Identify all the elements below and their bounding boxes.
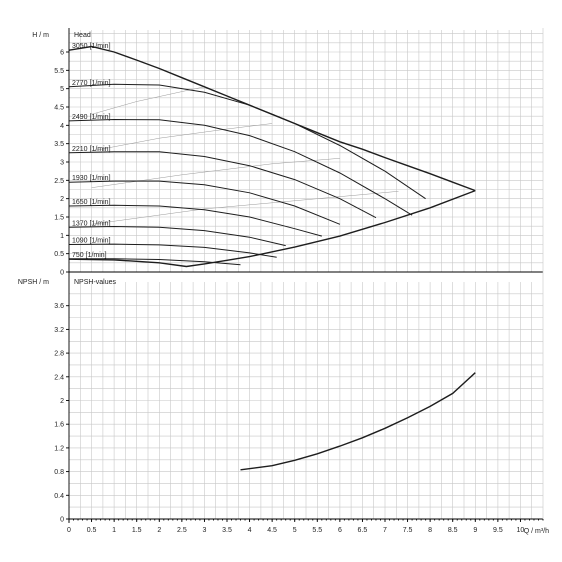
chart-marks: 3050 [1/min] 2770 [1/min] 2490 [1/min] 2210… [68, 43, 476, 471]
head-curve [68, 151, 377, 219]
head-curve [69, 258, 241, 266]
x-tick-label: 4.5 [267, 527, 277, 534]
head-y-tick-label: 3.5 [54, 141, 64, 148]
head-y-tick-label: 4 [60, 123, 64, 130]
head-curve [68, 204, 322, 237]
x-tick-label: 3 [202, 527, 206, 534]
npsh-y-tick-label: 1.2 [54, 445, 64, 452]
speed-label: 3050 [1/min] [72, 43, 111, 50]
head-panel-title: Head [74, 32, 91, 39]
x-tick-label: 3.5 [222, 527, 232, 534]
x-tick-label: 9 [473, 527, 477, 534]
head-curve [68, 225, 286, 247]
efficiency-line [91, 191, 399, 225]
x-tick-label: 8.5 [448, 527, 458, 534]
head-curve [68, 83, 426, 200]
x-tick-label: 10 [517, 527, 525, 534]
head-curve [68, 189, 476, 268]
speed-label: 1930 [1/min] [72, 175, 111, 182]
grid [69, 30, 543, 519]
x-tick-label: 0.5 [87, 527, 97, 534]
x-tick-label: 6 [338, 527, 342, 534]
x-tick-label: 5.5 [312, 527, 322, 534]
npsh-y-tick-label: 2 [60, 398, 64, 405]
head-y-tick-label: 2 [60, 196, 64, 203]
head-curve [68, 118, 413, 216]
x-tick-label: 9.5 [493, 527, 503, 534]
head-y-tick-label: 1 [60, 233, 64, 240]
npsh-panel-title: NPSH-values [74, 279, 117, 286]
speed-label: 1090 [1/min] [72, 238, 111, 245]
npsh-y-tick-label: 0 [60, 517, 64, 524]
head-y-tick-label: 0.5 [54, 251, 64, 258]
npsh-y-tick-label: 0.4 [54, 493, 64, 500]
npsh-y-tick-label: 0.8 [54, 469, 64, 476]
head-curve [68, 243, 277, 258]
x-tick-label: 7.5 [403, 527, 413, 534]
head-y-tick-label: 2.5 [54, 178, 64, 185]
head-y-axis-label: H / m [32, 32, 49, 39]
npsh-y-tick-label: 2.8 [54, 351, 64, 358]
speed-label: 1650 [1/min] [72, 199, 111, 206]
npsh-y-tick-label: 3.6 [54, 303, 64, 310]
head-y-tick-label: 1.5 [54, 215, 64, 222]
x-tick-label: 4 [248, 527, 252, 534]
efficiency-line [91, 123, 273, 152]
axes: 00.511.522.533.544.555.5600.40.81.21.622… [54, 28, 544, 534]
npsh-y-tick-label: 3.2 [54, 327, 64, 334]
head-y-tick-label: 5 [60, 86, 64, 93]
x-tick-label: 1 [112, 527, 116, 534]
npsh-y-tick-label: 2.4 [54, 374, 64, 381]
x-tick-label: 7 [383, 527, 387, 534]
x-tick-label: 2 [157, 527, 161, 534]
npsh-y-tick-label: 1.6 [54, 422, 64, 429]
speed-label: 2490 [1/min] [72, 114, 111, 121]
speed-label: 750 [1/min] [72, 252, 107, 259]
x-tick-label: 8 [428, 527, 432, 534]
npsh-y-axis-label: NPSH / m [18, 279, 49, 286]
speed-label: 2210 [1/min] [72, 146, 111, 153]
x-tick-label: 0 [67, 527, 71, 534]
x-tick-label: 1.5 [132, 527, 142, 534]
speed-label: 2770 [1/min] [72, 80, 111, 87]
efficiency-line [91, 86, 205, 115]
head-y-tick-label: 5.5 [54, 68, 64, 75]
head-curve [68, 180, 341, 225]
npsh-curve [240, 372, 476, 471]
x-tick-label: 5 [293, 527, 297, 534]
head-y-tick-label: 6 [60, 50, 64, 57]
x-axis-label: Q / m³/h [524, 528, 549, 535]
head-y-tick-label: 3 [60, 160, 64, 167]
x-tick-label: 6.5 [358, 527, 368, 534]
head-y-tick-label: 4.5 [54, 105, 64, 112]
x-tick-label: 2.5 [177, 527, 187, 534]
speed-label: 1370 [1/min] [72, 220, 111, 227]
head-y-tick-label: 0 [60, 270, 64, 277]
